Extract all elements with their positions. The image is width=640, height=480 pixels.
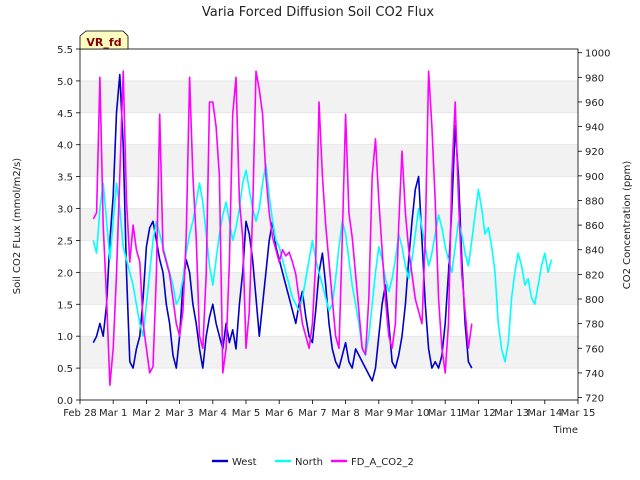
y-left-tick-label: 2.5 bbox=[57, 236, 73, 247]
grid-band bbox=[80, 336, 578, 369]
y-axis-right-label: CO2 Concentration (ppm) bbox=[622, 161, 633, 290]
x-tick-label: Mar 5 bbox=[232, 408, 260, 419]
series-line-fd-a-co2-2 bbox=[92, 70, 473, 387]
x-tick-label: Mar 12 bbox=[461, 408, 496, 419]
x-tick-label: Mar 15 bbox=[561, 408, 596, 419]
y-axis-right: 720 740 760 780 800 820 840 860 880 900 920 940 960 9… bbox=[578, 49, 610, 405]
y-left-tick-label: 5.0 bbox=[57, 77, 73, 88]
y-right-tick-label: 800 bbox=[585, 295, 604, 306]
plot-frame bbox=[79, 48, 579, 401]
y-left-tick-label: 2.0 bbox=[57, 268, 73, 279]
y-right-tick-label: 720 bbox=[585, 394, 604, 405]
grid-band bbox=[80, 80, 578, 113]
x-tick-label: Mar 9 bbox=[365, 408, 393, 419]
y-right-tick-label: 940 bbox=[585, 123, 604, 134]
x-tick-label: Feb 28 bbox=[63, 408, 97, 419]
legend-label: West bbox=[232, 457, 257, 468]
plot-area bbox=[92, 70, 553, 387]
x-tick-label: Mar 1 bbox=[99, 408, 127, 419]
x-tick-label: Mar 7 bbox=[298, 408, 326, 419]
y-right-tick-label: 840 bbox=[585, 246, 604, 257]
y-right-tick-label: 900 bbox=[585, 172, 604, 183]
grid-band bbox=[80, 144, 578, 177]
x-tick-label: Mar 6 bbox=[265, 408, 293, 419]
y-left-tick-label: 3.0 bbox=[57, 205, 73, 216]
badge-text: VR_fd bbox=[86, 36, 121, 49]
legend: West North FD_A_CO2_2 bbox=[212, 457, 414, 468]
y-left-tick-label: 0.5 bbox=[57, 364, 73, 375]
y-right-tick-label: 920 bbox=[585, 147, 604, 158]
y-axis-left-label: Soil CO2 FLux (mmol/m2/s) bbox=[12, 158, 23, 295]
y-axis-left: 0.0 0.5 1.0 1.5 2.0 2.5 3.0 3.5 4.0 4.5 5.0 5.5 bbox=[57, 45, 80, 407]
y-left-tick-label: 4.0 bbox=[57, 141, 73, 152]
y-right-tick-label: 760 bbox=[585, 344, 604, 355]
y-right-tick-label: 980 bbox=[585, 73, 604, 84]
y-right-tick-label: 740 bbox=[585, 369, 604, 380]
y-left-tick-label: 4.5 bbox=[57, 109, 73, 120]
y-left-tick-label: 1.5 bbox=[57, 300, 73, 311]
y-right-tick-label: 1000 bbox=[585, 49, 610, 60]
x-tick-label: Mar 11 bbox=[428, 408, 463, 419]
y-right-tick-label: 880 bbox=[585, 196, 604, 207]
y-right-tick-label: 780 bbox=[585, 320, 604, 331]
x-tick-label: Mar 3 bbox=[165, 408, 193, 419]
x-axis: Feb 28 Mar 1 Mar 2 Mar 3 Mar 4 Mar 5 Mar 6 Mar … bbox=[63, 400, 595, 419]
vr-fd-badge: VR_fd bbox=[79, 30, 129, 50]
x-tick-label: Mar 2 bbox=[132, 408, 160, 419]
y-left-tick-label: 5.5 bbox=[57, 45, 73, 56]
grid-band bbox=[80, 208, 578, 241]
y-right-tick-label: 960 bbox=[585, 98, 604, 109]
y-right-tick-label: 820 bbox=[585, 270, 604, 281]
chart-title: Varia Forced Diffusion Soil CO2 Flux bbox=[202, 5, 435, 20]
grid-bands bbox=[80, 48, 578, 401]
x-tick-label: Mar 13 bbox=[494, 408, 529, 419]
legend-label: North bbox=[295, 457, 323, 468]
x-tick-label: Mar 8 bbox=[331, 408, 359, 419]
y-left-tick-label: 3.5 bbox=[57, 173, 73, 184]
y-left-tick-label: 1.0 bbox=[57, 332, 73, 343]
x-tick-label: Mar 14 bbox=[527, 408, 562, 419]
x-tick-label: Mar 10 bbox=[395, 408, 430, 419]
y-left-tick-label: 0.0 bbox=[57, 396, 73, 407]
x-axis-label: Time bbox=[553, 425, 578, 436]
y-right-tick-label: 860 bbox=[585, 221, 604, 232]
x-tick-label: Mar 4 bbox=[199, 408, 227, 419]
legend-label: FD_A_CO2_2 bbox=[351, 457, 414, 468]
